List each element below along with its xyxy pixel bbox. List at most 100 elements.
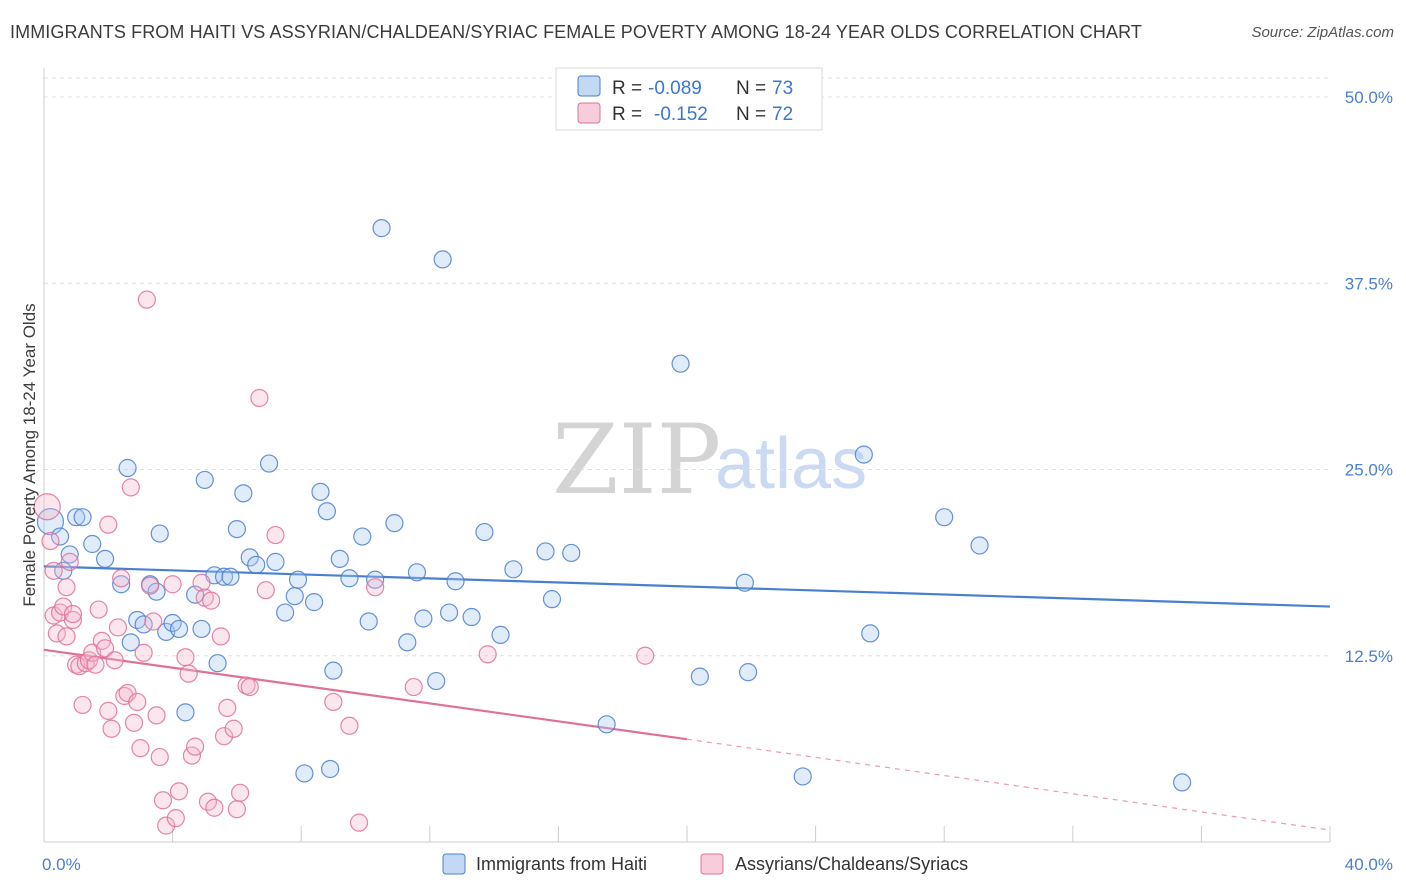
assyrian-point	[404, 677, 423, 697]
haiti-point	[83, 534, 102, 554]
haiti-point	[330, 549, 349, 569]
watermark-atlas: atlas	[715, 424, 867, 504]
assyrian-trend-extension	[686, 738, 1331, 831]
legend-n-value-assyrian: 72	[772, 104, 793, 125]
assyrian-point	[86, 655, 105, 674]
assyrian-trend-line	[43, 648, 688, 741]
y-tick-label: 25.0%	[1345, 461, 1393, 480]
haiti-point	[433, 250, 452, 269]
haiti-point	[738, 663, 758, 682]
x-tick-label-min: 0.0%	[42, 855, 81, 874]
haiti-point	[304, 593, 324, 612]
points-layer	[33, 219, 1192, 835]
assyrian-point	[102, 719, 121, 738]
haiti-point	[366, 570, 385, 589]
haiti-point	[475, 522, 494, 542]
assyrian-point	[99, 701, 118, 720]
haiti-point	[121, 633, 140, 652]
legend-r-value-assyrian: -0.152	[654, 104, 708, 125]
legend-r-label-haiti: R =	[612, 78, 642, 99]
haiti-point	[542, 590, 562, 609]
haiti-point	[385, 514, 404, 533]
assyrian-point	[63, 604, 83, 624]
assyrian-point	[227, 800, 246, 819]
haiti-point	[67, 508, 86, 527]
haiti-point	[240, 548, 259, 567]
assyrian-point	[112, 569, 131, 588]
assyrian-point	[202, 591, 221, 610]
haiti-point	[340, 569, 359, 588]
assyrian-point	[636, 646, 655, 665]
assyrian-point	[205, 798, 224, 817]
assyrian-point	[76, 654, 95, 673]
axis-layer: 12.5% 25.0% 37.5% 50.0%	[43, 68, 1393, 843]
assyrian-point	[224, 719, 243, 738]
haiti-point	[288, 570, 308, 589]
haiti-point	[427, 671, 446, 691]
assyrian-point	[340, 716, 359, 735]
bottom-legend: Immigrants from Haiti Assyrians/Chaldean…	[442, 853, 968, 875]
y-tick-label: 50.0%	[1345, 88, 1393, 107]
assyrian-point	[150, 747, 169, 767]
assyrian-point	[214, 727, 234, 746]
assyrian-point	[192, 573, 211, 592]
assyrian-point	[57, 578, 76, 597]
haiti-point	[462, 607, 481, 627]
assyrian-point	[166, 809, 185, 828]
assyrian-point	[176, 648, 195, 667]
y-axis-label: Female Poverty Among 18-24 Year Olds	[20, 303, 39, 606]
haiti-point	[321, 759, 340, 779]
watermark-zip: ZIP	[552, 404, 721, 516]
assyrian-point	[179, 664, 198, 683]
assyrian-point	[478, 645, 497, 664]
y-tick-label: 12.5%	[1345, 647, 1393, 666]
haiti-point	[150, 524, 169, 543]
haiti-point	[446, 572, 465, 591]
assyrian-point	[256, 581, 275, 600]
assyrian-point	[169, 782, 189, 801]
haiti-point	[970, 536, 989, 555]
haiti-point	[266, 552, 285, 571]
assyrian-point	[89, 600, 108, 619]
haiti-point	[221, 567, 240, 586]
haiti-point	[169, 619, 189, 639]
legend-n-label-assyrian: N =	[736, 104, 766, 125]
y-tick-label: 37.5%	[1345, 274, 1393, 293]
haiti-point	[208, 654, 227, 673]
legend-r-value-haiti: -0.089	[648, 78, 702, 99]
haiti-point	[317, 502, 337, 521]
haiti-point	[276, 603, 295, 622]
assyrian-point	[105, 651, 124, 670]
assyrian-point	[95, 639, 115, 658]
assyrian-point	[44, 561, 63, 580]
haiti-point	[234, 484, 253, 503]
haiti-point	[536, 542, 555, 561]
assyrian-point	[147, 706, 166, 725]
bottom-legend-label-assyrian: Assyrians/Chaldeans/Syriacs	[735, 854, 968, 874]
haiti-point	[854, 445, 873, 464]
legend-r-label-assyrian: R =	[612, 104, 642, 125]
haiti-point	[247, 555, 266, 574]
assyrian-point	[218, 698, 237, 718]
haiti-point	[60, 545, 79, 564]
assyrian-point	[153, 791, 173, 810]
haiti-point	[735, 573, 754, 592]
assyrian-point	[140, 576, 160, 595]
assyrian-point	[108, 618, 128, 637]
haiti-point	[259, 454, 279, 473]
bottom-legend-swatch-assyrian	[700, 853, 724, 875]
haiti-point	[671, 354, 690, 373]
assyrian-point	[266, 525, 285, 545]
haiti-point	[439, 603, 459, 622]
assyrian-point	[124, 713, 144, 732]
assyrian-point	[33, 493, 61, 521]
haiti-point	[793, 767, 812, 786]
haiti-point	[50, 527, 70, 546]
assyrian-point	[134, 643, 153, 662]
bottom-legend-label-haiti: Immigrants from Haiti	[476, 854, 647, 874]
assyrian-point	[41, 531, 60, 551]
haiti-point	[95, 549, 115, 569]
legend-n-value-haiti: 73	[772, 78, 793, 99]
haiti-point	[491, 625, 510, 644]
haiti-point	[112, 575, 131, 594]
